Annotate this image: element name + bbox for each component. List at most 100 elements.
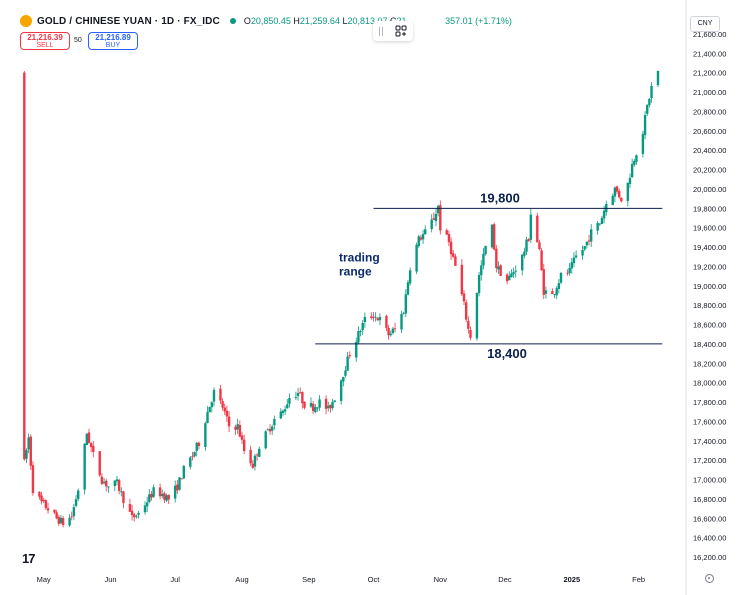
candle-body (480, 265, 483, 276)
candle-body (309, 402, 313, 407)
candle-body (331, 401, 334, 409)
currency-button[interactable]: CNY (690, 16, 720, 32)
y-tick-label: 20,000.00 (693, 185, 726, 194)
candle-body (630, 164, 634, 178)
candle-body (342, 376, 345, 382)
candle-body (385, 315, 388, 328)
candle-body (363, 316, 367, 323)
candle-body (180, 478, 183, 480)
candle-body (57, 516, 60, 524)
x-tick-label: Nov (434, 575, 448, 584)
candle-body (432, 218, 436, 220)
y-tick-label: 20,600.00 (693, 127, 726, 136)
object-tree-icon[interactable] (395, 25, 407, 37)
candle-body (406, 282, 410, 295)
candle-body (29, 436, 32, 466)
candle-body (490, 224, 494, 248)
high-value: 21,259.64 (299, 16, 340, 26)
candle-body (92, 445, 95, 452)
candle-body (286, 404, 289, 409)
symbol-header[interactable]: GOLD / CHINESE YUAN · 1D · FX_IDC O20,85… (20, 13, 512, 29)
candle-body (514, 270, 517, 272)
candle-body (148, 494, 151, 503)
trading-range-annotation: trading (339, 251, 380, 265)
candle-body (270, 426, 274, 431)
candle-body (107, 486, 110, 488)
x-tick-label: Oct (368, 575, 381, 584)
interval[interactable]: 1D (161, 15, 175, 27)
candle-body (318, 399, 321, 408)
candle-body (361, 323, 364, 331)
candle-body (223, 407, 226, 412)
candle-body (417, 236, 420, 247)
candle-body (55, 512, 58, 519)
candle-body (253, 455, 257, 467)
x-axis[interactable]: May Jun Jul Aug Sep Oct Nov Dec 2025 Feb (37, 575, 645, 584)
candle-body (333, 400, 336, 403)
sell-button[interactable]: 21,216.39 SELL (20, 32, 70, 50)
candle-body (42, 499, 45, 502)
candle-body (445, 230, 448, 235)
candle-body (130, 510, 134, 516)
candle-body (454, 256, 457, 266)
candle-body (329, 404, 332, 409)
x-tick-label: Jul (170, 575, 180, 584)
candle-body (158, 487, 162, 497)
candle-body (242, 439, 246, 451)
candle-body (643, 115, 647, 135)
candle-body (570, 262, 573, 269)
candle-body (70, 516, 73, 518)
y-axis[interactable]: 16,200.00 16,400.00 16,600.00 16,800.00 17,0… (693, 30, 726, 562)
candle-body (555, 288, 558, 296)
candle-body (258, 448, 261, 457)
candle-body (372, 316, 375, 318)
y-tick-label: 16,200.00 (693, 553, 726, 562)
drag-handle-icon[interactable] (379, 26, 383, 36)
header-dot-1: · (154, 15, 159, 27)
candle-body (557, 283, 561, 289)
candle-body (512, 272, 515, 275)
candle-body (615, 186, 619, 192)
candle-body (510, 273, 513, 278)
x-tick-label: Aug (235, 575, 248, 584)
candle-body (400, 313, 403, 330)
resistance-label: 19,800 (480, 190, 520, 205)
y-tick-label: 17,400.00 (693, 437, 726, 446)
candle-body (482, 253, 485, 266)
candle-body (324, 398, 328, 409)
candle-body (339, 380, 343, 401)
y-tick-label: 18,600.00 (693, 321, 726, 330)
candle-body (266, 429, 270, 431)
candle-body (646, 104, 649, 114)
trading-range-annotation: range (339, 265, 372, 279)
candle-body (374, 316, 377, 318)
buy-button[interactable]: 21,216.89 BUY (88, 32, 138, 50)
candle-body (31, 465, 35, 494)
candle-body (165, 495, 168, 501)
settings-gear-icon[interactable] (705, 574, 714, 583)
candle-body (238, 425, 242, 437)
candle-body (492, 224, 496, 250)
candle-body (469, 330, 472, 338)
candle-body (611, 195, 614, 206)
candle-body (452, 253, 455, 257)
change-value: 357.01 (+1.71%) (445, 16, 512, 26)
candle-body (234, 426, 237, 430)
candle-body (288, 398, 291, 404)
buy-label: BUY (105, 42, 121, 49)
floating-toolbar[interactable] (373, 21, 413, 41)
tradingview-logo[interactable]: 17 (22, 551, 36, 566)
candle-body (27, 437, 30, 450)
candle-body (529, 214, 533, 240)
candle-body (327, 405, 330, 409)
candle-body (152, 487, 155, 497)
candle-body (587, 240, 591, 242)
candle-body (294, 397, 298, 398)
candle-body (596, 223, 599, 231)
candle-body (74, 499, 78, 506)
candle-body (122, 491, 125, 503)
x-tick-label: Dec (498, 575, 512, 584)
candle-body (85, 433, 89, 446)
